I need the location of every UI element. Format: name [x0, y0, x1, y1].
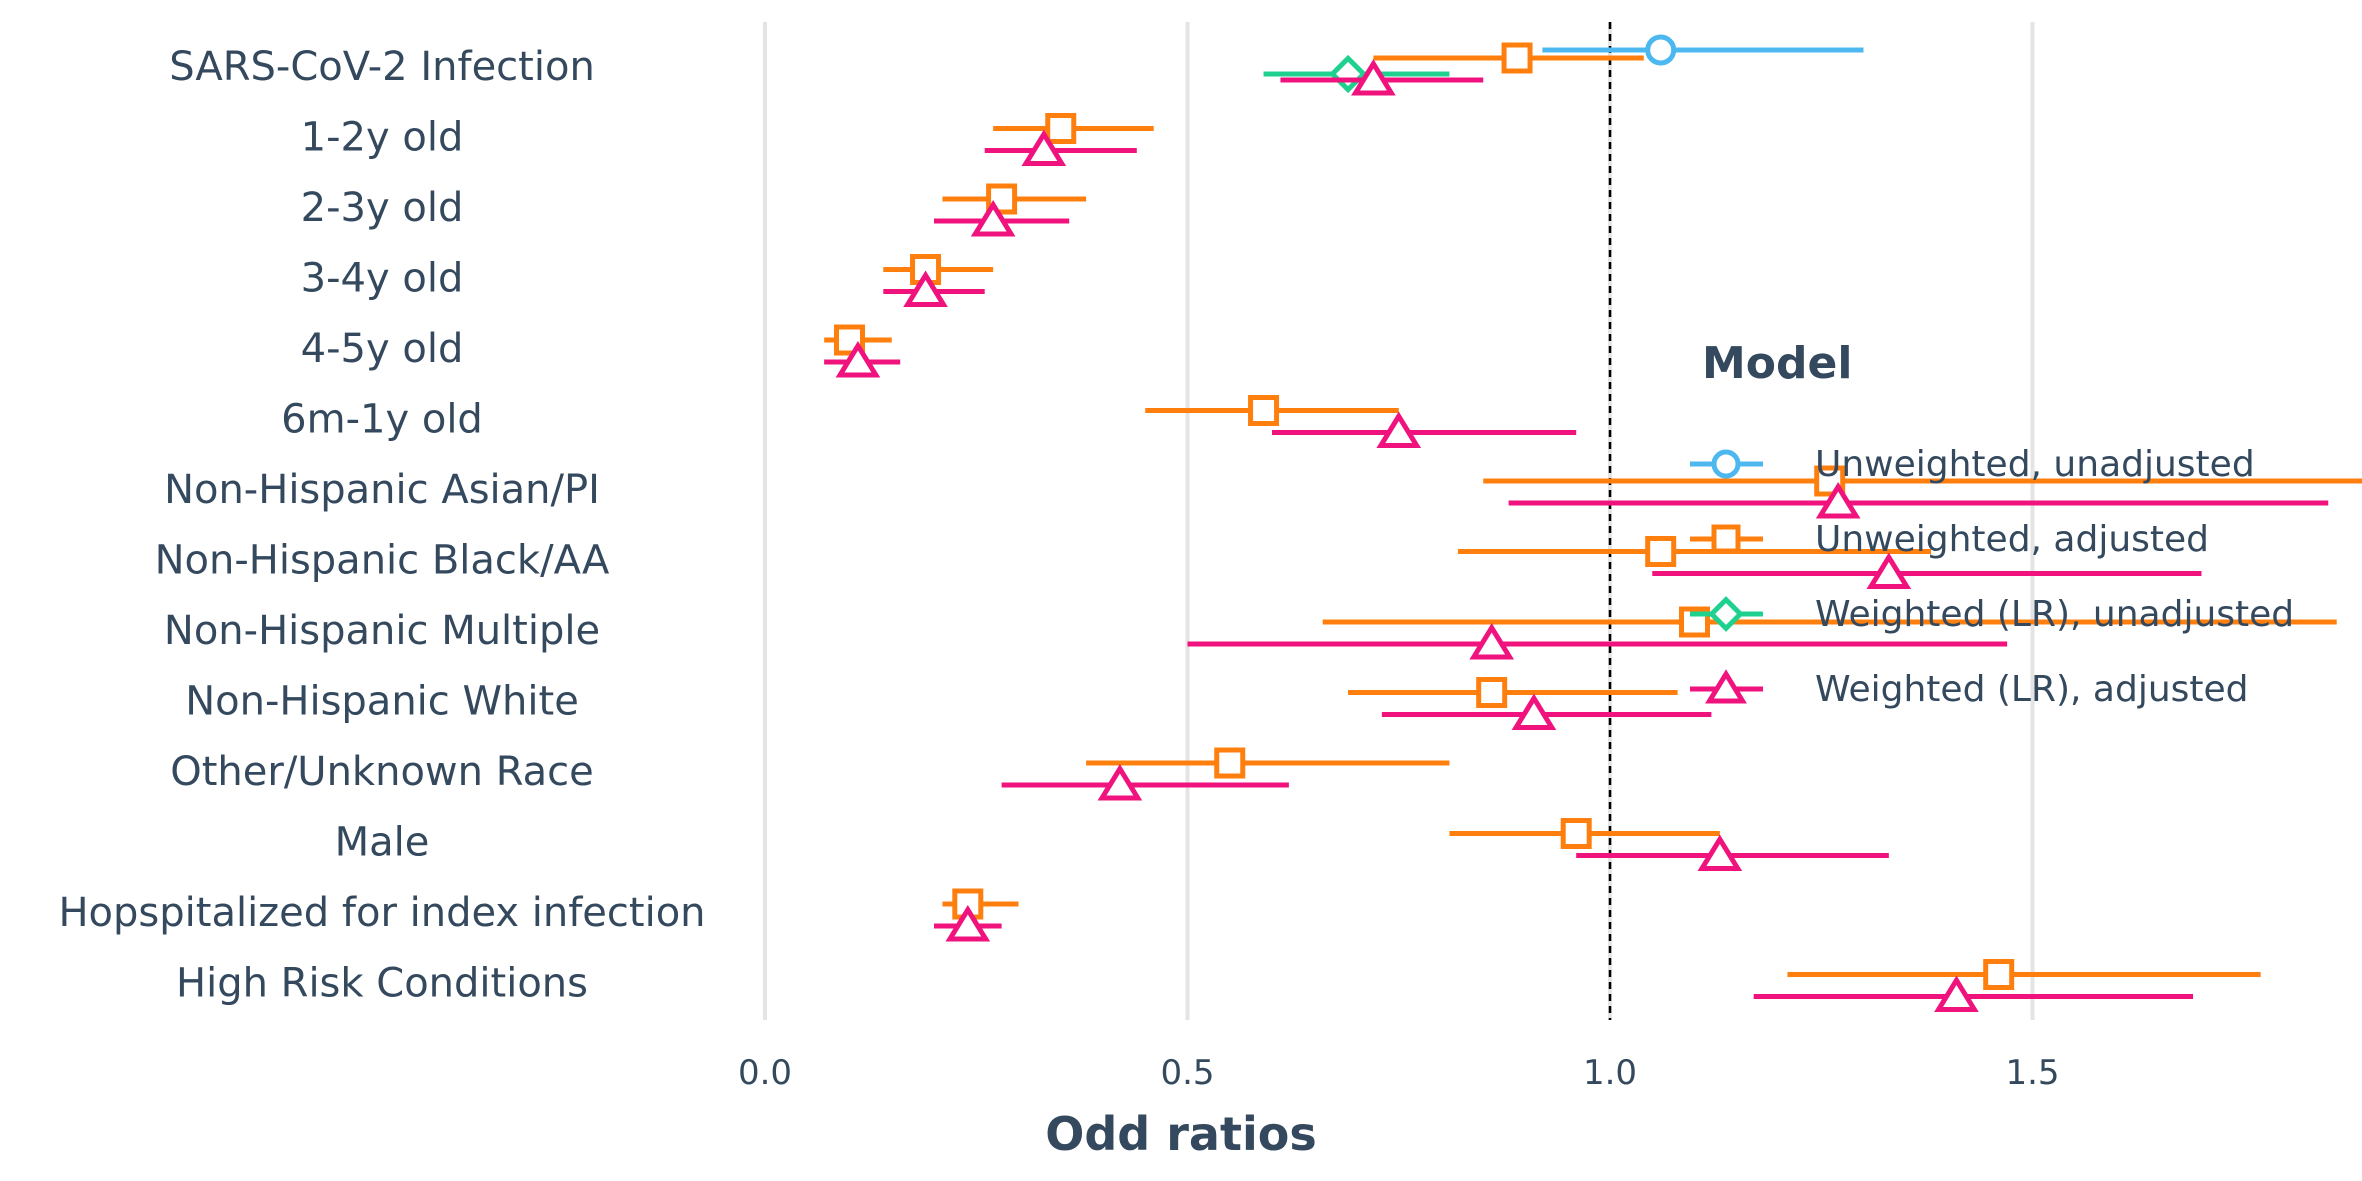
triangle-marker: [945, 904, 991, 942]
square-marker: [834, 324, 865, 356]
category-label: Non-Hispanic Multiple: [164, 608, 600, 654]
legend-items: Unweighted, unadjusted Unweighted, adjust…: [1690, 444, 2294, 710]
circle-marker: [1645, 34, 1677, 66]
category-label: Non-Hispanic Asian/PI: [164, 467, 600, 513]
series-group: [824, 42, 2362, 990]
x-axis-title: Odd ratios: [1045, 1107, 1316, 1161]
series-group: [824, 58, 2329, 1012]
legend-label: Unweighted, adjusted: [1815, 519, 2209, 560]
category-labels: SARS-CoV-2 Infection 1-2y old 2-3y old 3-4y…: [58, 44, 705, 1007]
x-tick-label: 0.5: [1160, 1053, 1214, 1093]
square-marker: [1501, 42, 1533, 74]
triangle-marker: [1697, 834, 1743, 871]
category-label: Male: [335, 820, 430, 866]
triangle-marker: [1934, 975, 1979, 1012]
legend-label: Weighted (LR), adjusted: [1815, 669, 2249, 710]
category-label: Non-Hispanic White: [185, 679, 579, 725]
series-group: [1542, 34, 1864, 66]
triangle-marker: [1097, 763, 1143, 801]
triangle-marker: [835, 340, 881, 378]
legend-label: Unweighted, unadjusted: [1815, 444, 2255, 485]
category-label: Hopspitalized for index infection: [58, 890, 705, 936]
x-tick-label: 1.5: [2005, 1053, 2059, 1093]
square-marker: [1560, 818, 1592, 849]
triangle-marker: [1705, 669, 1747, 704]
category-label: 2-3y old: [301, 185, 464, 231]
triangle-marker: [1021, 129, 1067, 166]
category-label: 1-2y old: [301, 115, 464, 161]
x-tick-label: 1.0: [1583, 1053, 1637, 1093]
triangle-marker: [1815, 481, 1861, 519]
category-label: 6m-1y old: [281, 397, 483, 443]
category-label: SARS-CoV-2 Infection: [169, 44, 595, 90]
triangle-marker: [1469, 622, 1515, 660]
triangle-marker: [970, 199, 1016, 237]
legend-item: Weighted (LR), adjusted: [1690, 669, 2249, 710]
triangle-marker: [903, 270, 948, 307]
x-tick-label: 0.0: [738, 1053, 792, 1093]
square-marker: [1645, 536, 1677, 567]
x-tick-labels: 0.00.51.01.52.0: [738, 1053, 2060, 1093]
category-label: Other/Unknown Race: [170, 749, 593, 795]
square-marker: [1248, 395, 1280, 426]
triangle-marker: [1511, 693, 1557, 730]
legend: Model Unweighted, unadjustedUnweighted, …: [1690, 338, 2294, 710]
legend-label: Weighted (LR), unadjusted: [1815, 594, 2294, 635]
category-label: High Risk Conditions: [176, 961, 588, 1007]
data-marks: [824, 34, 2362, 1012]
square-marker: [1214, 747, 1246, 779]
legend-item: Weighted (LR), unadjusted: [1690, 594, 2294, 635]
category-label: 4-5y old: [301, 326, 464, 372]
circle-marker: [1711, 449, 1741, 479]
series-group: [1263, 54, 1450, 94]
legend-item: Unweighted, unadjusted: [1690, 444, 2255, 485]
legend-item: Unweighted, adjusted: [1690, 519, 2209, 560]
square-marker: [1476, 677, 1508, 708]
triangle-marker: [1376, 411, 1422, 448]
category-label: Non-Hispanic Black/AA: [155, 538, 610, 584]
square-marker: [1983, 959, 2015, 990]
square-marker: [1045, 113, 1077, 144]
category-label: 3-4y old: [301, 256, 464, 302]
square-marker: [1711, 524, 1741, 554]
triangle-marker: [1351, 58, 1396, 96]
triangle-marker: [1866, 552, 1912, 589]
diamond-marker: [1708, 596, 1744, 632]
legend-title: Model: [1702, 338, 1852, 389]
